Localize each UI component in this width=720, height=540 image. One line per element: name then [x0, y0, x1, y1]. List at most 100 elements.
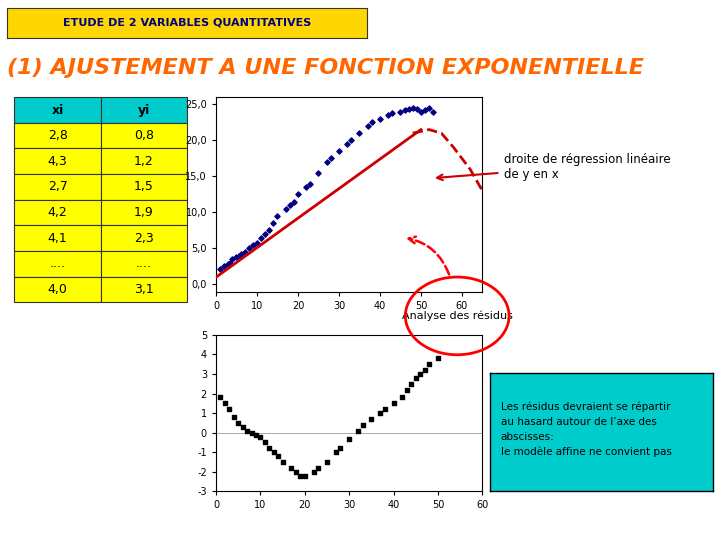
Point	[239, 248, 251, 256]
Text: (1) AJUSTEMENT A UNE FONCTION EXPONENTIELLE: (1) AJUSTEMENT A UNE FONCTION EXPONENTIE…	[7, 57, 644, 78]
Point	[354, 129, 365, 138]
Point	[227, 255, 238, 264]
Point	[325, 154, 336, 163]
Text: 2,7: 2,7	[48, 180, 68, 193]
Point	[321, 458, 333, 467]
Point	[399, 106, 410, 114]
Point	[228, 413, 240, 421]
Point	[428, 107, 439, 116]
Point	[247, 240, 258, 249]
Point	[271, 212, 283, 220]
Point	[259, 438, 271, 447]
Point	[264, 226, 275, 235]
Text: yi: yi	[138, 104, 150, 117]
Point	[243, 244, 255, 253]
Point	[233, 251, 244, 260]
Text: ....: ....	[50, 258, 66, 271]
Point	[286, 463, 297, 472]
Text: 1,9: 1,9	[134, 206, 154, 219]
Point	[268, 448, 279, 457]
Point	[288, 197, 300, 206]
Point	[387, 109, 398, 117]
Point	[346, 136, 357, 145]
FancyBboxPatch shape	[101, 276, 187, 302]
Point	[374, 409, 386, 417]
Point	[415, 369, 426, 378]
Point	[284, 201, 295, 210]
Point	[419, 106, 431, 114]
Point	[401, 386, 413, 394]
FancyBboxPatch shape	[14, 148, 101, 174]
Point	[305, 179, 316, 188]
Point	[215, 393, 226, 402]
Point	[341, 140, 353, 149]
Point	[223, 405, 235, 414]
Point	[395, 107, 406, 116]
Point	[356, 421, 368, 429]
Point	[312, 463, 324, 472]
Point	[294, 471, 306, 480]
Point	[379, 405, 390, 414]
Point	[388, 399, 400, 408]
FancyBboxPatch shape	[101, 251, 187, 276]
Point	[423, 104, 435, 112]
Point	[290, 468, 302, 476]
Point	[405, 380, 417, 388]
Point	[256, 233, 267, 242]
Point	[415, 107, 427, 116]
Point	[233, 418, 244, 427]
Text: 0,8: 0,8	[134, 129, 154, 142]
Point	[321, 158, 333, 166]
Point	[230, 253, 242, 261]
Text: xi: xi	[51, 104, 64, 117]
Point	[246, 428, 257, 437]
Text: 2,3: 2,3	[134, 232, 154, 245]
Point	[382, 111, 394, 119]
Text: 2,8: 2,8	[48, 129, 68, 142]
FancyBboxPatch shape	[14, 174, 101, 200]
FancyBboxPatch shape	[14, 200, 101, 226]
Point	[423, 360, 435, 368]
Point	[259, 230, 271, 238]
Point	[272, 452, 284, 461]
Point	[277, 458, 289, 467]
Text: 4,0: 4,0	[48, 283, 68, 296]
FancyBboxPatch shape	[14, 97, 101, 123]
Point	[352, 427, 364, 435]
Text: Les résidus devraient se répartir
au hasard autour de l’axe des
abscisses:
le mo: Les résidus devraient se répartir au has…	[501, 402, 672, 457]
Point	[411, 105, 423, 114]
Point	[280, 205, 292, 213]
Point	[241, 427, 253, 435]
FancyBboxPatch shape	[101, 123, 187, 148]
Point	[255, 432, 266, 441]
Point	[251, 430, 262, 439]
FancyBboxPatch shape	[101, 226, 187, 251]
Point	[407, 104, 418, 112]
Text: 1,2: 1,2	[134, 155, 154, 168]
Point	[374, 114, 386, 123]
Point	[419, 366, 431, 374]
Text: ETUDE DE 2 VARIABLES QUANTITATIVES: ETUDE DE 2 VARIABLES QUANTITATIVES	[63, 18, 311, 28]
Point	[222, 260, 234, 268]
Point	[366, 118, 377, 127]
FancyBboxPatch shape	[14, 226, 101, 251]
FancyBboxPatch shape	[101, 200, 187, 226]
Point	[292, 190, 304, 199]
Text: Analyse des résidus: Analyse des résidus	[402, 310, 513, 321]
Point	[235, 250, 246, 259]
Point	[330, 448, 342, 457]
Point	[268, 219, 279, 227]
Point	[403, 105, 415, 114]
FancyBboxPatch shape	[101, 148, 187, 174]
Point	[333, 147, 345, 156]
Point	[215, 264, 226, 273]
Point	[264, 444, 275, 453]
Point	[410, 374, 422, 382]
Point	[312, 168, 324, 177]
Point	[225, 259, 236, 267]
Text: 4,2: 4,2	[48, 206, 68, 219]
Text: 4,1: 4,1	[48, 232, 68, 245]
Point	[299, 471, 310, 480]
Point	[366, 415, 377, 423]
FancyBboxPatch shape	[14, 251, 101, 276]
